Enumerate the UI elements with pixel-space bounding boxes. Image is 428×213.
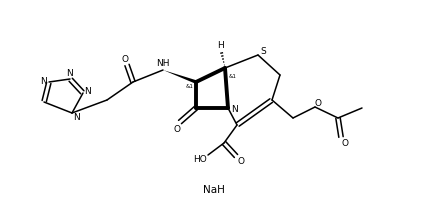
Text: &1: &1	[229, 73, 237, 79]
Text: N: N	[74, 114, 80, 122]
Text: S: S	[260, 47, 266, 56]
Text: NH: NH	[156, 59, 170, 69]
Text: N: N	[41, 76, 48, 85]
Text: N: N	[85, 88, 91, 96]
Text: O: O	[315, 98, 321, 108]
Text: HO: HO	[193, 155, 207, 164]
Text: NaH: NaH	[203, 185, 225, 195]
Text: O: O	[238, 157, 244, 166]
Text: O: O	[122, 56, 128, 65]
Text: &1: &1	[186, 85, 194, 89]
Text: N: N	[67, 69, 73, 79]
Text: N: N	[232, 105, 238, 114]
Text: O: O	[342, 138, 348, 147]
Text: H: H	[217, 40, 224, 49]
Text: O: O	[173, 125, 181, 134]
Polygon shape	[163, 70, 196, 84]
